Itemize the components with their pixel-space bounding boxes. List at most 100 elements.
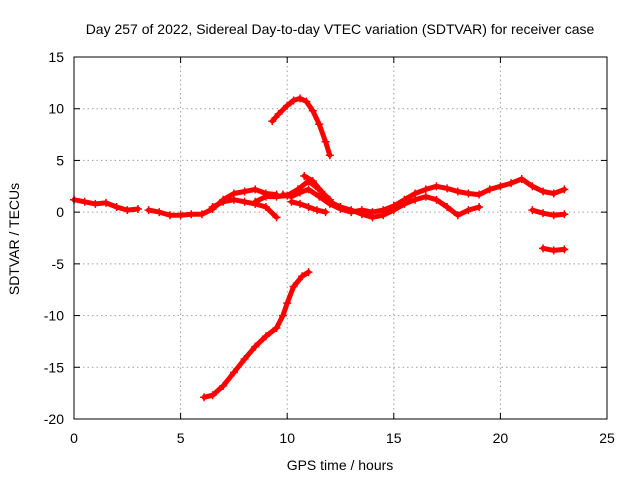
data-point: [308, 106, 317, 115]
data-point: [453, 211, 462, 220]
data-point: [208, 202, 217, 211]
data-point: [289, 282, 298, 291]
data-point: [496, 182, 505, 191]
data-point: [368, 213, 377, 222]
data-point: [315, 192, 324, 201]
data-point: [539, 187, 548, 196]
data-point: [261, 332, 270, 341]
data-point: [432, 182, 441, 191]
data-point: [283, 299, 292, 308]
data-point: [464, 206, 473, 215]
data-point: [517, 175, 526, 184]
data-point: [144, 206, 153, 215]
data-point: [133, 205, 142, 214]
y-tick-label: 0: [56, 204, 64, 220]
data-point: [379, 211, 388, 220]
data-point: [400, 199, 409, 208]
data-point: [560, 245, 569, 254]
series-trace-e: [252, 178, 482, 220]
series-trace-j: [529, 207, 567, 218]
x-tick-label: 10: [279, 430, 295, 446]
series-layer: [70, 94, 569, 402]
data-point: [325, 195, 334, 204]
data-point: [229, 368, 238, 377]
data-point: [274, 109, 283, 118]
data-point: [528, 182, 537, 191]
data-point: [411, 195, 420, 204]
data-point: [549, 189, 558, 198]
plot-frame: [73, 56, 608, 420]
data-point: [200, 393, 209, 402]
data-point: [421, 192, 430, 201]
data-point: [475, 202, 484, 211]
data-point: [283, 191, 292, 200]
data-point: [443, 184, 452, 193]
data-point: [357, 210, 366, 219]
data-point: [304, 268, 313, 277]
data-point: [528, 206, 537, 215]
data-point: [302, 97, 311, 106]
chart-title: Day 257 of 2022, Sidereal Day-to-day VTE…: [86, 21, 595, 37]
data-point: [304, 202, 313, 211]
tick-layer: 0 5 10 15 20 25 -20 -15 -10 -5 0 5 10 15: [44, 49, 615, 446]
grid-layer: [74, 57, 607, 419]
data-point: [219, 197, 228, 206]
data-point: [176, 211, 185, 220]
data-point: [187, 210, 196, 219]
data-point: [289, 96, 298, 105]
y-tick-label: -5: [52, 256, 65, 272]
data-point: [336, 202, 345, 211]
y-tick-label: 15: [48, 49, 64, 65]
data-point: [507, 179, 516, 188]
y-tick-label: 10: [48, 101, 64, 117]
x-tick-label: 0: [70, 430, 78, 446]
data-point: [155, 208, 164, 217]
data-point: [240, 197, 249, 206]
data-point: [261, 202, 270, 211]
data-point: [560, 210, 569, 219]
data-point: [453, 187, 462, 196]
data-point: [80, 197, 89, 206]
data-point: [432, 195, 441, 204]
data-point: [272, 323, 281, 332]
data-point: [308, 177, 317, 186]
x-tick-label: 5: [177, 430, 185, 446]
data-point: [287, 197, 296, 206]
series-trace-d: [280, 176, 567, 215]
y-axis-label: SDTVAR / TECUs: [6, 183, 22, 295]
data-point: [251, 197, 260, 206]
data-point: [197, 210, 206, 219]
data-point: [443, 202, 452, 211]
series-trace-i: [201, 269, 311, 400]
data-point: [272, 192, 281, 201]
data-point: [295, 94, 304, 103]
data-point: [298, 272, 307, 281]
y-tick-label: -20: [44, 411, 64, 427]
data-point: [229, 195, 238, 204]
data-point: [101, 198, 110, 207]
data-point: [347, 206, 356, 215]
data-point: [268, 117, 277, 126]
data-point: [304, 185, 313, 194]
data-point: [272, 213, 281, 222]
y-tick-label: -10: [44, 308, 64, 324]
data-point: [219, 381, 228, 390]
data-point: [251, 185, 260, 194]
data-point: [539, 244, 548, 253]
data-point: [321, 137, 330, 146]
data-point: [251, 342, 260, 351]
data-point: [317, 187, 326, 196]
data-point: [165, 211, 174, 220]
data-point: [421, 185, 430, 194]
data-point: [464, 189, 473, 198]
data-point: [283, 101, 292, 110]
data-point: [261, 192, 270, 201]
data-point: [315, 120, 324, 129]
data-point: [485, 185, 494, 194]
data-point: [112, 202, 121, 211]
data-point: [208, 391, 217, 400]
data-point: [560, 185, 569, 194]
data-point: [293, 185, 302, 194]
data-point: [278, 311, 287, 320]
